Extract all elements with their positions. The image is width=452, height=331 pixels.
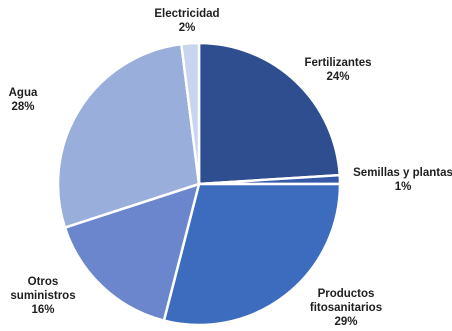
label-category: Otros [28, 276, 59, 288]
label-percent: 16% [31, 304, 54, 316]
label-otros-suministros: Otros suministros 16% [10, 276, 75, 316]
label-percent: 1% [395, 181, 412, 193]
label-category: Semillas y plantas [353, 167, 452, 179]
label-category: Electricidad [154, 8, 219, 20]
label-category: Fertilizantes [304, 57, 371, 69]
label-percent: 29% [334, 316, 357, 328]
label-electricidad: Electricidad 2% [154, 8, 219, 34]
label-percent: 2% [179, 22, 196, 34]
label-category: Agua [9, 87, 38, 99]
slice-productos-fitosanitarios [162, 182, 342, 327]
label-semillas-y-plantas: Semillas y plantas 1% [353, 167, 452, 193]
label-fertilizantes: Fertilizantes 24% [304, 57, 371, 83]
label-category: fitosanitarios [310, 302, 382, 314]
pie-slices [56, 41, 342, 327]
slice-otros-suministros [63, 182, 201, 323]
label-productos-fitosanitarios: Productos fitosanitarios 29% [310, 288, 382, 328]
label-percent: 28% [11, 101, 34, 113]
label-percent: 24% [326, 71, 349, 83]
label-agua: Agua 28% [9, 87, 38, 113]
slice-fertilizantes [197, 41, 342, 186]
slice-agua [56, 42, 201, 230]
label-category: Productos [318, 288, 375, 300]
label-category: suministros [10, 290, 75, 302]
pie-labels: Fertilizantes 24% Semillas y plantas 1% Prod… [9, 8, 452, 328]
slice-electricidad [179, 41, 201, 185]
